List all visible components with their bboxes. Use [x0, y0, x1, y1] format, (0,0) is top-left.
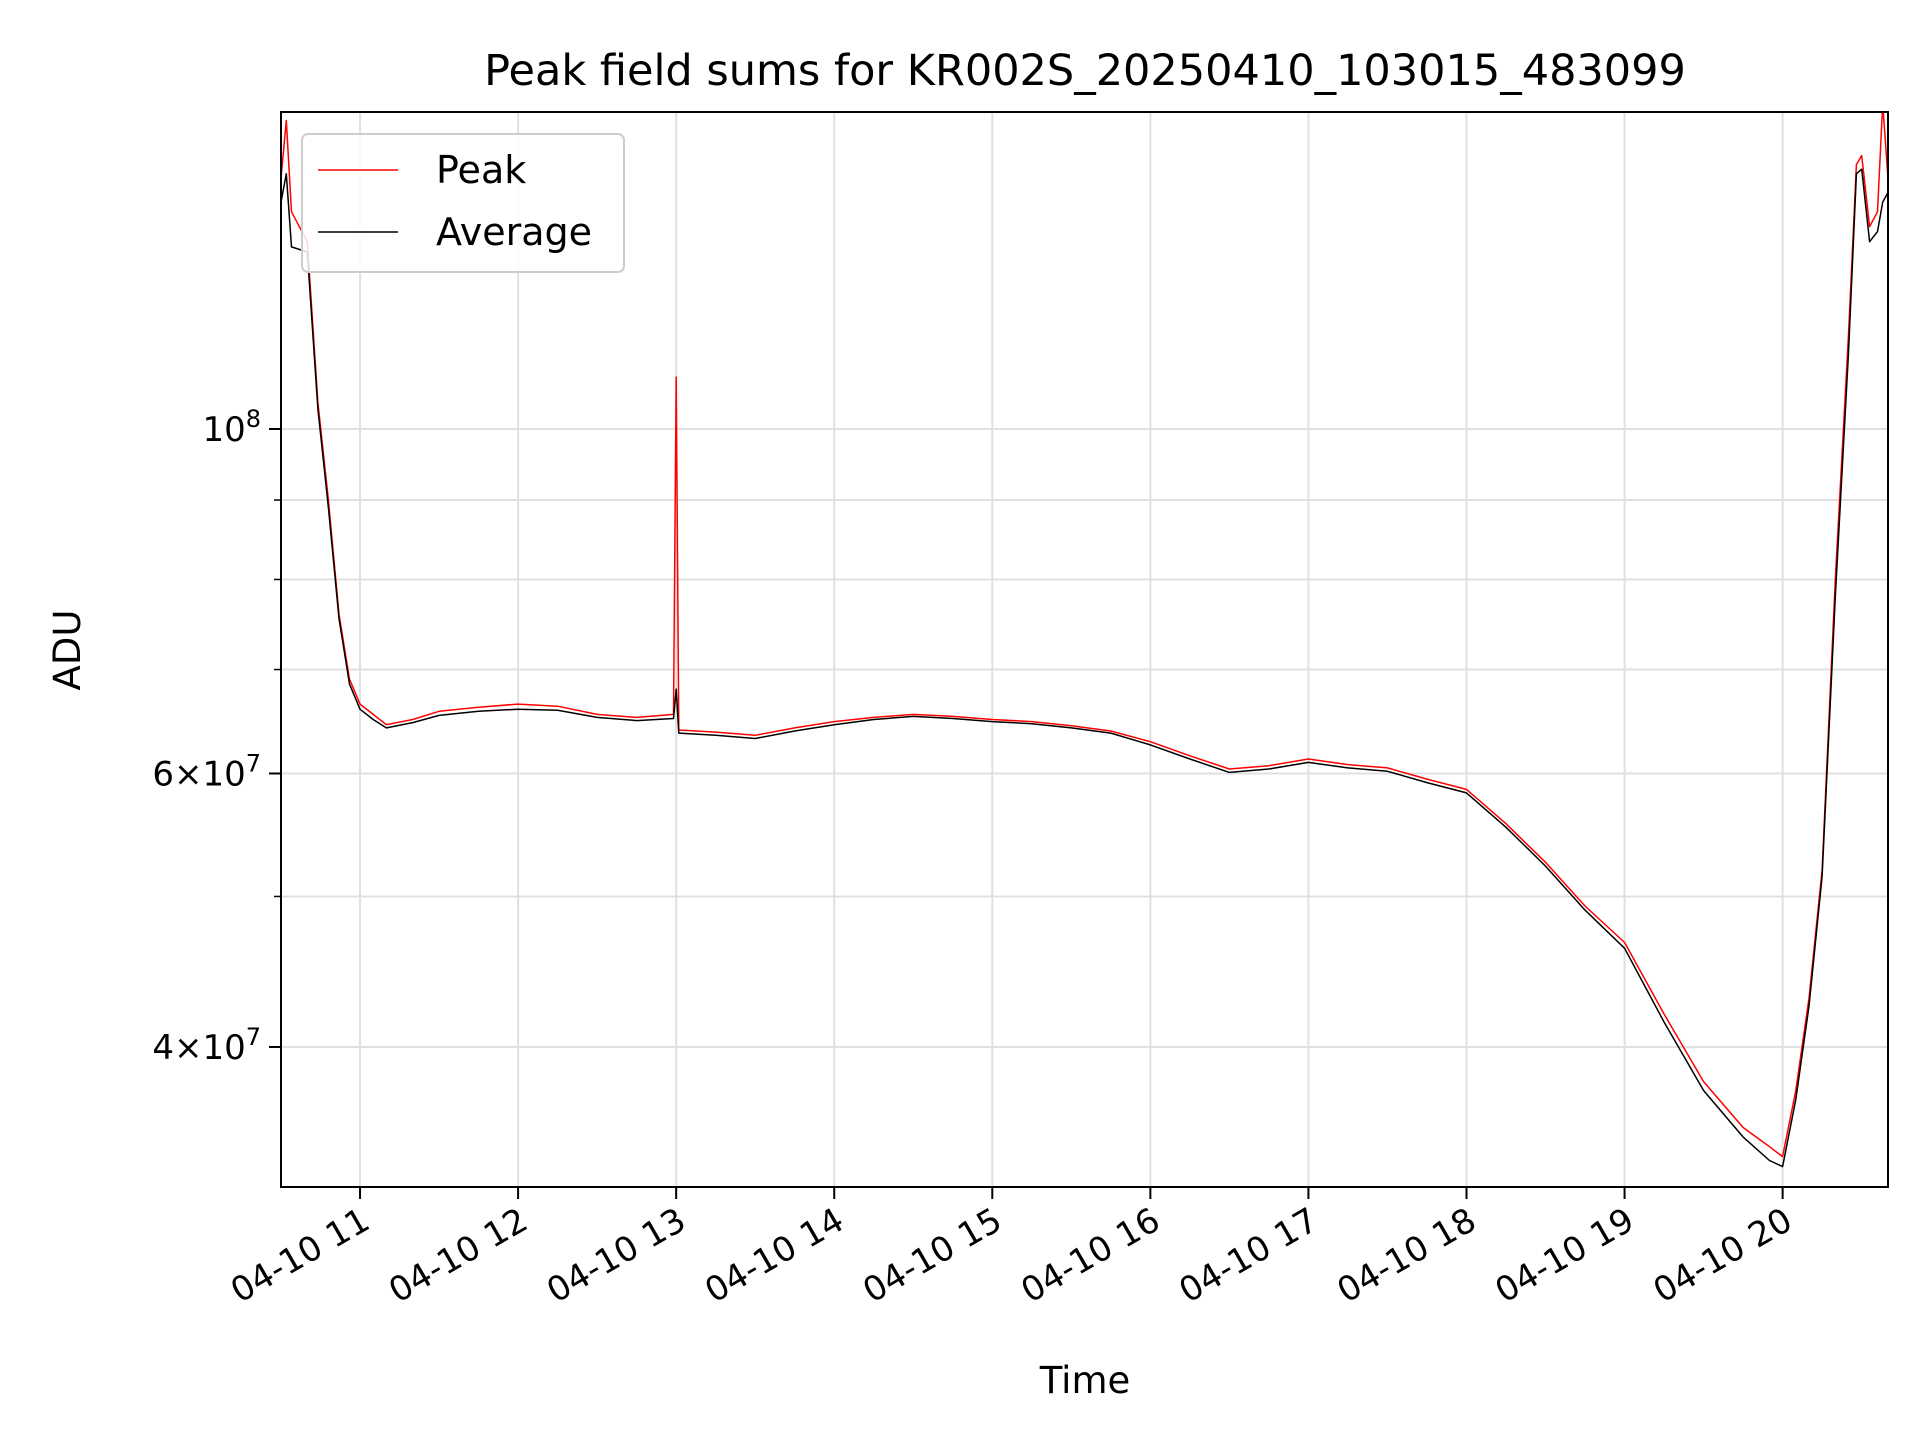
plot-frame [280, 111, 1889, 1188]
legend-label-peak: Peak [436, 148, 526, 192]
y-tick-label: 6×107 [152, 750, 261, 795]
y-axis-label: ADU [46, 610, 89, 691]
series-line-peak [281, 112, 1888, 1158]
legend: Peak Average [301, 133, 625, 273]
legend-box [301, 133, 625, 273]
x-axis-label: Time [1039, 1359, 1131, 1402]
grid-lines [281, 112, 1888, 1187]
legend-label-average: Average [436, 210, 592, 254]
series-layer [281, 112, 1888, 1168]
plot-area [281, 112, 1888, 1168]
series-line-average [281, 168, 1888, 1168]
y-axis: 108 6×107 4×107 [152, 405, 281, 1068]
chart-title: Peak field sums for KR002S_20250410_1030… [484, 46, 1686, 96]
y-tick-label: 108 [202, 405, 261, 450]
y-tick-label: 4×107 [152, 1023, 261, 1068]
